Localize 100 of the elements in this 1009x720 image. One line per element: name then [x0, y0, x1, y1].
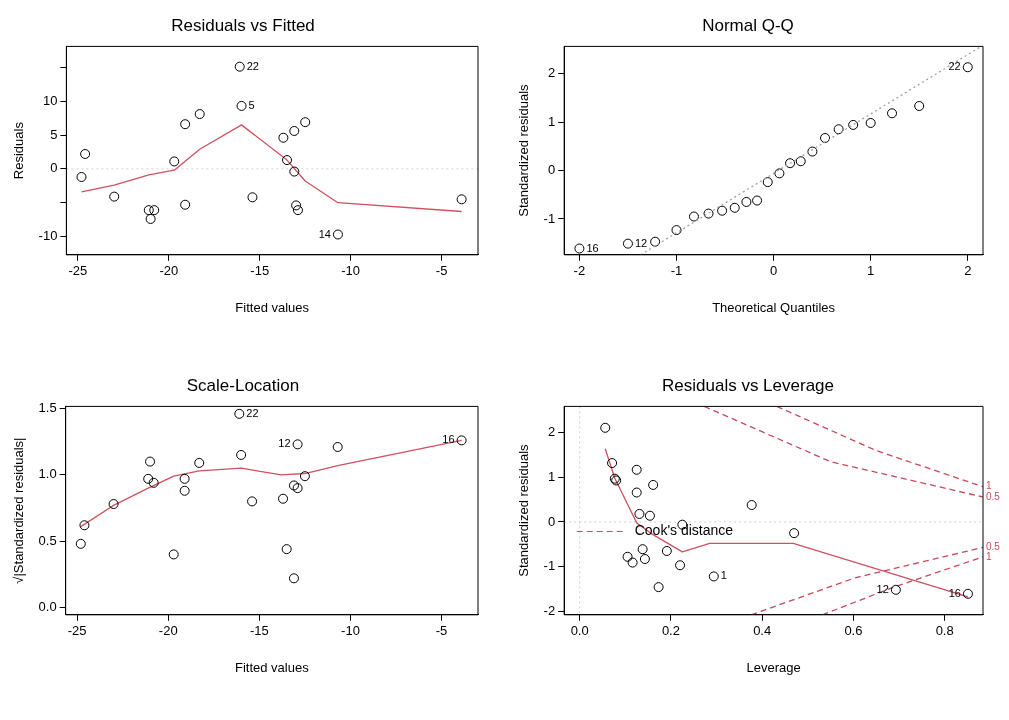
x-tick-label: 0.8 — [935, 623, 954, 639]
point — [639, 554, 650, 565]
point — [289, 125, 300, 136]
point — [600, 422, 611, 433]
annotation: 12 — [278, 437, 291, 450]
chart-title: Normal Q-Q — [702, 15, 794, 35]
x-tick-label: 2 — [964, 263, 972, 279]
y-tick-label: 2 — [547, 65, 556, 81]
x-tick-label: -2 — [573, 263, 586, 279]
annotation: 5 — [248, 98, 255, 111]
point — [634, 508, 645, 519]
x-tick-label: -25 — [68, 263, 88, 279]
point — [234, 61, 245, 72]
point — [292, 439, 303, 450]
x-axis-title: Theoretical Quantiles — [712, 299, 836, 315]
x-tick-label: 0.4 — [753, 623, 772, 639]
point — [648, 479, 659, 490]
point — [914, 101, 925, 112]
point — [865, 117, 876, 128]
y-tick-label: -2 — [543, 602, 556, 618]
point — [168, 549, 179, 560]
point — [143, 205, 154, 216]
point — [653, 582, 664, 593]
x-tick-label: 1 — [867, 263, 875, 279]
y-tick-label: 1 — [547, 113, 556, 129]
point — [650, 236, 661, 247]
x-tick-label: 0.6 — [844, 623, 863, 639]
point — [729, 202, 740, 213]
y-tick-label: -10 — [38, 228, 58, 244]
point — [194, 109, 205, 120]
point — [247, 496, 258, 507]
x-axis-title: Fitted values — [235, 299, 310, 315]
y-tick-label: 0 — [50, 160, 58, 176]
annotation: 22 — [246, 406, 259, 419]
x-tick-label: -5 — [435, 263, 448, 279]
point — [149, 205, 160, 216]
y-tick-label: 0 — [547, 162, 556, 178]
point — [631, 487, 642, 498]
x-tick-label: 0 — [769, 263, 778, 279]
point — [456, 435, 467, 446]
annotation: 14 — [318, 227, 331, 240]
point — [637, 544, 648, 555]
y-tick-label: 1 — [547, 468, 556, 484]
point — [148, 477, 159, 488]
annotation: 22 — [948, 60, 961, 73]
x-tick-label: -1 — [670, 263, 683, 279]
point — [752, 195, 763, 206]
point — [289, 166, 300, 177]
point — [607, 458, 618, 469]
point — [644, 510, 655, 521]
point — [80, 148, 91, 159]
point — [962, 588, 973, 599]
y-axis-title: √|Standardized residuals| — [11, 437, 27, 584]
x-tick-label: -10 — [341, 263, 361, 279]
chart-title: Residuals vs Fitted — [171, 15, 315, 35]
point — [179, 485, 190, 496]
x-tick-label: -5 — [435, 623, 448, 639]
y-axis-title: Standardized residuals — [516, 83, 532, 217]
series-label: 0.5 — [986, 541, 1001, 553]
annotation: 16 — [442, 433, 455, 446]
point — [456, 194, 467, 205]
point — [962, 62, 973, 73]
point — [291, 200, 302, 211]
point — [631, 464, 642, 475]
point — [807, 146, 818, 157]
point — [278, 132, 289, 143]
y-tick-label: 0.5 — [38, 532, 57, 548]
point — [278, 493, 289, 504]
point — [79, 520, 90, 531]
point — [661, 545, 672, 556]
point — [299, 471, 310, 482]
x-tick-label: -15 — [249, 623, 269, 639]
point — [332, 441, 343, 452]
point — [708, 571, 719, 582]
point — [675, 560, 686, 571]
point — [774, 168, 785, 179]
y-tick-label: 5 — [50, 126, 58, 142]
x-tick-label: 0.0 — [570, 623, 589, 639]
y-tick-label: 2 — [547, 424, 556, 440]
y-tick-label: 10 — [42, 92, 58, 108]
point — [180, 199, 191, 210]
y-tick-label: 0 — [547, 513, 556, 529]
x-axis-title: Leverage — [746, 659, 801, 675]
annotation: 16 — [586, 241, 599, 254]
point — [627, 557, 638, 568]
point — [848, 119, 859, 130]
y-tick-label: 1.0 — [38, 466, 57, 482]
point — [292, 205, 303, 216]
annotation: 22 — [246, 59, 259, 72]
y-axis-title: Standardized residuals — [516, 443, 532, 577]
point — [75, 538, 86, 549]
point — [622, 551, 633, 562]
point — [236, 100, 247, 111]
point — [833, 124, 844, 135]
point — [688, 211, 699, 222]
point — [785, 158, 796, 169]
point — [194, 457, 205, 468]
annotation: 12 — [876, 582, 889, 595]
x-tick-label: -10 — [341, 623, 360, 639]
y-tick-label: 1.5 — [38, 400, 57, 416]
